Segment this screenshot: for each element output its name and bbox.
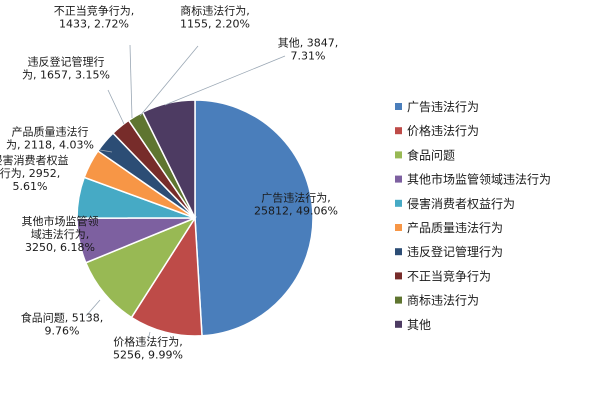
legend-swatch [395,248,402,256]
legend-swatch [395,199,402,207]
pie-slice [194,99,314,337]
pie-slice [130,215,203,337]
slice-data-label: 食品问题, 5138, 9.76% [21,311,103,338]
leader-line [129,44,133,119]
legend: 广告违法行为价格违法行为食品问题其他市场监管领域违法行为侵害消费者权益行为产品质… [395,100,551,332]
slice-data-label: 其他市场监管领域违法行为, 3250, 6.18% [22,214,99,254]
leader-lines [85,44,286,341]
legend-label: 食品问题 [407,147,455,162]
leader-line [147,331,151,341]
legend-label: 违反登记管理行为 [407,244,503,259]
leader-line [85,299,101,317]
slice-labels: 广告违法行为, 25812, 49.06% 价格违法行为, 5256, 9.99% 食品… [0,4,338,362]
slice-data-label: 不正当竞争行为, 1433, 2.72% [54,4,135,31]
legend-swatch [395,272,402,280]
leader-line [107,89,125,125]
legend-label: 侵害消费者权益行为 [407,196,515,211]
leader-line [99,149,113,153]
legend-label: 商标违法行为 [407,293,479,308]
slice-data-label: 侵害消费者权益行为, 2952,5.61% [0,153,69,193]
slice-data-label: 产品质量违法行为, 2118, 4.03% [6,125,94,152]
legend-label: 广告违法行为 [407,100,479,114]
legend-swatch [395,296,402,304]
slice-data-label: 商标违法行为, 1155, 2.20% [180,4,250,31]
legend-label: 不正当竞争行为 [407,269,491,283]
slice-data-label: 其他, 3847, 7.31% [278,37,338,63]
slice-data-label: 价格违法行为, 5256, 9.99% [113,335,183,362]
legend-swatch [395,151,402,159]
slice-data-label: 违反登记管理行为, 1657, 3.15% [22,55,110,82]
leader-line [139,45,199,117]
legend-label: 产品质量违法行为 [407,221,503,235]
legend-label: 其他 [407,318,431,332]
leader-line [164,55,286,106]
legend-label: 其他市场监管领域违法行为 [407,172,551,187]
legend-swatch [395,127,402,135]
legend-swatch [395,175,402,183]
legend-label: 价格违法行为 [407,123,479,138]
slice-data-label: 广告违法行为, 25812, 49.06% [254,191,338,218]
legend-swatch [395,224,402,231]
pie-slices [76,99,314,337]
legend-swatch [395,103,402,110]
legend-swatch [395,320,402,328]
